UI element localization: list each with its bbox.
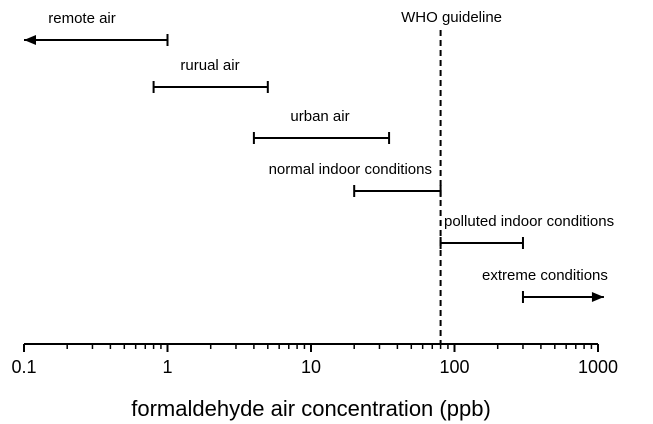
reference-label: WHO guideline: [401, 9, 502, 26]
range-label: remote air: [48, 10, 116, 27]
x-axis-label: formaldehyde air concentration (ppb): [131, 396, 491, 421]
range-label: normal indoor conditions: [269, 161, 432, 178]
range-label: rurual air: [180, 57, 239, 74]
arrow-head: [591, 292, 604, 302]
x-tick-label: 1000: [578, 357, 618, 377]
x-tick-label: 0.1: [11, 357, 36, 377]
range-label: urban air: [290, 108, 349, 125]
range-label: extreme conditions: [482, 267, 608, 284]
x-tick-label: 100: [439, 357, 469, 377]
x-tick-label: 10: [301, 357, 321, 377]
arrow-head: [24, 35, 36, 45]
range-label: polluted indoor conditions: [444, 213, 614, 230]
x-tick-label: 1: [162, 357, 172, 377]
